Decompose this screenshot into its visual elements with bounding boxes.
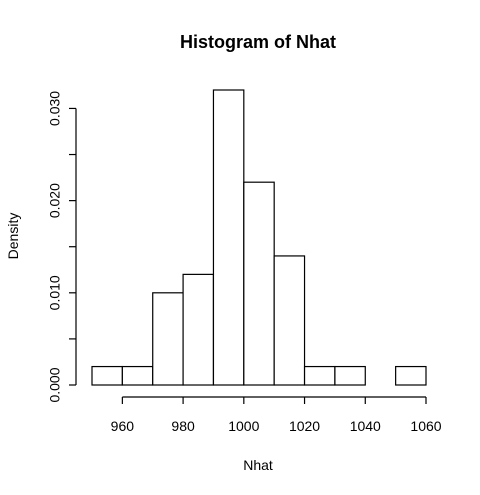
x-tick-label: 980	[171, 418, 195, 434]
y-tick-label: 0.000	[47, 367, 63, 402]
histogram-bar	[396, 367, 426, 385]
x-tick-label: 1060	[410, 418, 441, 434]
x-tick-label: 960	[111, 418, 135, 434]
x-tick-label: 1040	[350, 418, 381, 434]
histogram-bar	[274, 256, 304, 385]
x-axis-label: Nhat	[243, 457, 273, 473]
y-tick-label: 0.020	[47, 183, 63, 218]
x-tick-label: 1020	[289, 418, 320, 434]
histogram-bar	[244, 182, 274, 385]
histogram-bar	[213, 90, 243, 385]
histogram-bar	[153, 293, 183, 385]
x-axis: 960 980 1000 1020 1040 1060	[111, 397, 442, 434]
y-tick-label: 0.030	[47, 91, 63, 126]
histogram-bar	[92, 367, 122, 385]
y-axis-label: Density	[5, 213, 21, 260]
y-axis: 0.000 0.010 0.020 0.030	[47, 91, 76, 403]
histogram-bar	[183, 274, 213, 385]
x-tick-label: 1000	[228, 418, 259, 434]
histogram-bar	[335, 367, 365, 385]
histogram-bar	[122, 367, 152, 385]
histogram-bar	[305, 367, 335, 385]
y-tick-label: 0.010	[47, 275, 63, 310]
bars-layer	[92, 90, 426, 385]
chart-title: Histogram of Nhat	[180, 32, 336, 52]
